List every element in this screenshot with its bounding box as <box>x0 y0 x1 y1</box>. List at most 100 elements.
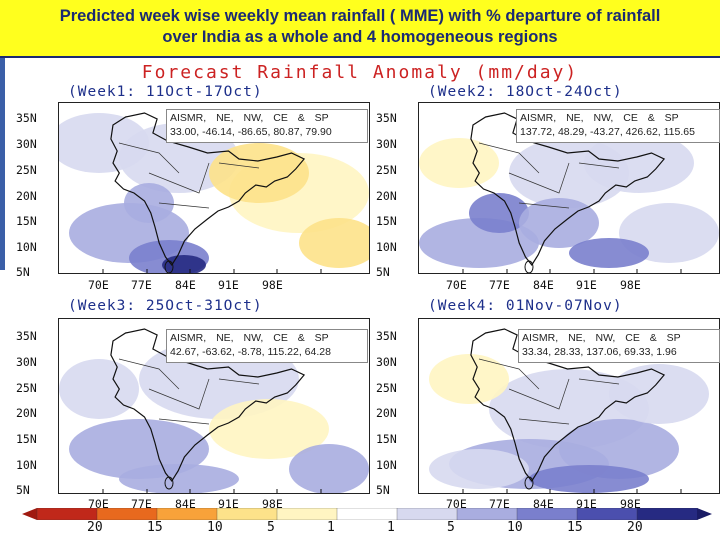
anomaly-region <box>609 364 709 424</box>
anomaly-region <box>69 419 209 479</box>
colorbar <box>22 508 712 520</box>
colorbar-label: 20 <box>627 520 643 535</box>
sri-lanka-outline <box>164 260 174 273</box>
colorbar-segment <box>156 508 218 520</box>
lon-label-77E: 77E <box>489 497 510 511</box>
anomaly-region <box>59 359 139 419</box>
week4-stats-box: AISMR, NE, NW, CE & SP 33.34, 28.33, 137… <box>518 329 720 363</box>
anomaly-region <box>559 419 679 479</box>
lon-label-84E: 84E <box>533 497 554 511</box>
colorbar-segment <box>276 508 338 520</box>
anomaly-region <box>529 465 649 493</box>
week2-stats-box: AISMR, NE, NW, CE & SP 137.72, 48.29, -4… <box>516 109 720 143</box>
week3-label: (Week3: 25Oct-31Oct) <box>68 298 263 314</box>
week2-stats-header: AISMR, NE, NW, CE & SP <box>520 112 679 124</box>
anomaly-region <box>569 238 649 268</box>
week4-label: (Week4: 01Nov-07Nov) <box>428 298 623 314</box>
sri-lanka-outline <box>164 476 174 490</box>
sri-lanka-outline <box>524 476 534 490</box>
lat-label-30N: 30N <box>16 137 37 151</box>
sri-lanka-outline <box>524 260 534 273</box>
lat-label-10N: 10N <box>16 458 37 472</box>
colorbar-segment <box>36 508 98 520</box>
lon-label-77E: 77E <box>489 278 510 292</box>
lat-label-30N: 30N <box>376 355 397 369</box>
anomaly-region <box>124 183 174 223</box>
india-coastline <box>470 112 666 267</box>
lon-label-91E: 91E <box>576 278 597 292</box>
slide-title-line1: Predicted week wise weekly mean rainfall… <box>59 7 661 25</box>
colorbar-right-arrow <box>697 508 712 520</box>
colorbar-left-arrow <box>22 508 37 520</box>
week4-stats-header: AISMR, NE, NW, CE & SP <box>522 332 681 344</box>
week3-stats-box: AISMR, NE, NW, CE & SP 42.67, -63.62, -8… <box>166 329 368 363</box>
lat-label-5N: 5N <box>376 483 390 497</box>
lat-label-35N: 35N <box>376 111 397 125</box>
anomaly-region <box>429 354 509 404</box>
lat-label-20N: 20N <box>376 189 397 203</box>
lat-label-25N: 25N <box>376 381 397 395</box>
lon-label-70E: 70E <box>446 497 467 511</box>
lat-label-5N: 5N <box>376 265 390 279</box>
anomaly-region <box>584 133 694 193</box>
colorbar-segment <box>516 508 578 520</box>
lon-label-98E: 98E <box>262 497 283 511</box>
anomaly-region <box>299 218 369 268</box>
state-boundaries <box>478 142 620 209</box>
anomaly-region <box>209 399 329 459</box>
lat-label-15N: 15N <box>16 214 37 228</box>
figure-title: Forecast Rainfall Anomaly (mm/day) <box>141 62 579 83</box>
colorbar-segment <box>636 508 698 520</box>
lat-label-5N: 5N <box>16 483 30 497</box>
state-boundaries <box>118 358 260 425</box>
lon-label-84E: 84E <box>175 497 196 511</box>
lat-label-25N: 25N <box>16 381 37 395</box>
lat-label-15N: 15N <box>16 432 37 446</box>
colorbar-label: 5 <box>447 520 455 535</box>
colorbar-segment <box>96 508 158 520</box>
colorbar-label: 5 <box>267 520 275 535</box>
colorbar-label: 1 <box>327 520 335 535</box>
anomaly-region <box>289 444 369 493</box>
lat-label-30N: 30N <box>16 355 37 369</box>
lat-label-35N: 35N <box>16 329 37 343</box>
slide-accent-bar <box>0 58 5 270</box>
lat-label-30N: 30N <box>376 137 397 151</box>
colorbar-label: 1 <box>387 520 395 535</box>
colorbar-segment <box>456 508 518 520</box>
colorbar-label: 15 <box>567 520 583 535</box>
week4-stats-values: 33.34, 28.33, 137.06, 69.33, 1.96 <box>522 346 677 358</box>
lon-label-70E: 70E <box>446 278 467 292</box>
lon-label-98E: 98E <box>620 278 641 292</box>
lon-label-70E: 70E <box>88 278 109 292</box>
india-coastline <box>110 328 306 483</box>
lon-label-91E: 91E <box>576 497 597 511</box>
week3-stats-header: AISMR, NE, NW, CE & SP <box>170 332 329 344</box>
week3-stats-values: 42.67, -63.62, -8.78, 115.22, 64.28 <box>170 346 331 358</box>
colorbar-label: 20 <box>87 520 103 535</box>
lon-label-84E: 84E <box>175 278 196 292</box>
lon-label-77E: 77E <box>131 278 152 292</box>
anomaly-region <box>59 113 149 173</box>
week1-stats-header: AISMR, NE, NW, CE & SP <box>170 112 329 124</box>
anomaly-region <box>119 464 239 493</box>
lat-label-15N: 15N <box>376 432 397 446</box>
lat-label-10N: 10N <box>376 240 397 254</box>
slide-title-line2: over India as a whole and 4 homogeneous … <box>162 28 558 46</box>
lat-label-10N: 10N <box>16 240 37 254</box>
colorbar-label: 10 <box>207 520 223 535</box>
anomaly-region <box>429 449 529 489</box>
lat-label-15N: 15N <box>376 214 397 228</box>
colorbar-segment <box>336 508 398 520</box>
week1-stats-values: 33.00, -46.14, -86.65, 80.87, 79.90 <box>170 126 332 138</box>
week1-stats-box: AISMR, NE, NW, CE & SP 33.00, -46.14, -8… <box>166 109 368 143</box>
anomaly-region <box>419 138 499 188</box>
lon-label-98E: 98E <box>262 278 283 292</box>
lat-label-5N: 5N <box>16 265 30 279</box>
lon-label-91E: 91E <box>218 497 239 511</box>
lon-label-98E: 98E <box>620 497 641 511</box>
lon-label-70E: 70E <box>88 497 109 511</box>
lat-label-20N: 20N <box>376 406 397 420</box>
colorbar-label: 15 <box>147 520 163 535</box>
week1-label: (Week1: 11Oct-17Oct) <box>68 84 263 100</box>
